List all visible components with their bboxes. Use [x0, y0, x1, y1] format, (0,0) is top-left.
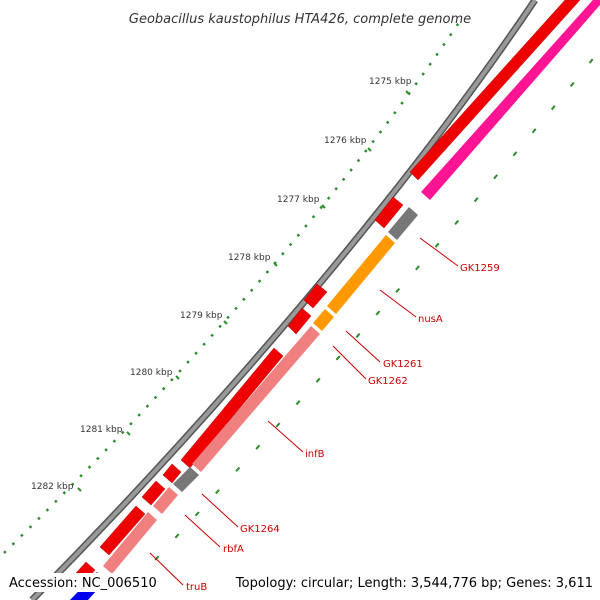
gene-label: truB: [186, 582, 207, 593]
footer-accession-bg: [5, 573, 147, 592]
gene-arrow: [180, 347, 284, 469]
gene-arrow: [99, 505, 146, 556]
forward-strand: [67, 0, 581, 591]
gene-arrow: [287, 307, 312, 335]
gene-bar-gray: [173, 467, 199, 492]
gene-label: GK1261: [383, 359, 423, 370]
gene-label: GK1262: [368, 376, 408, 387]
reverse-strand: [70, 0, 600, 600]
tick-label: 1278 kbp: [228, 253, 271, 263]
tick-label: 1279 kbp: [180, 311, 223, 321]
gene-bar-magenta: [421, 0, 600, 200]
gene-bar-orange: [313, 309, 334, 331]
gene-bar-pink: [103, 512, 157, 574]
label-leaders: [149, 237, 459, 586]
gene-arrow: [141, 480, 166, 506]
major-ticks: 1275 kbp 1276 kbp 1277 kbp 1278 kbp 1279…: [31, 77, 412, 492]
gene-arrow: [374, 196, 404, 229]
gene-bar-pink: [192, 326, 320, 472]
gene-label: infB: [305, 449, 325, 460]
genome-backbone: [29, 0, 538, 600]
gene-label: nusA: [418, 314, 443, 325]
gene-bar-pink: [153, 487, 178, 514]
gene-arrow: [409, 0, 581, 181]
tick-label: 1275 kbp: [369, 77, 412, 87]
tick-label: 1282 kbp: [31, 482, 74, 492]
map-title: Geobacillus kaustophilus HTA426, complet…: [129, 12, 471, 27]
gene-arrow: [303, 283, 328, 309]
gene-bar-orange: [327, 235, 395, 314]
tick-label: 1277 kbp: [277, 195, 320, 205]
accession-text: Accession: NC_006510: [9, 576, 157, 591]
footer-summary-bg: [258, 573, 598, 592]
gene-label: GK1259: [460, 263, 500, 274]
gene-arrow: [162, 463, 182, 484]
minor-tick-ring: [3, 17, 464, 554]
gene-bar-gray: [388, 207, 418, 240]
tick-label: 1281 kbp: [80, 425, 123, 435]
genome-summary-text: Topology: circular; Length: 3,544,776 bp…: [235, 576, 593, 591]
tick-label: 1276 kbp: [324, 136, 367, 146]
gene-label: rbfA: [223, 544, 244, 555]
gene-label: GK1264: [240, 524, 280, 535]
tick-label: 1280 kbp: [130, 368, 173, 378]
